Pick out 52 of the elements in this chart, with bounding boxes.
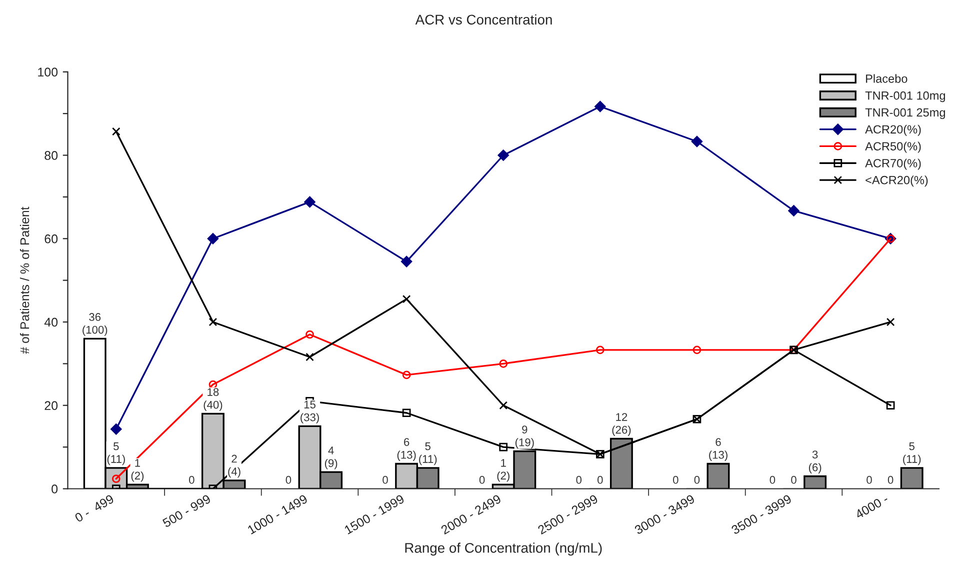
data-label: 0 (189, 476, 194, 484)
data-label: 5 (11) (903, 442, 921, 466)
data-label: 0 (770, 476, 776, 484)
x-tick-label: 3500 - 3999 (730, 494, 792, 535)
y-axis-title: # of Patients / % of Patient (20, 206, 30, 354)
x-tick-label: 2000 - 2499 (440, 494, 502, 535)
y-tick-label: 100 (38, 68, 58, 77)
x-tick-label: 4000 - (854, 494, 889, 520)
data-label: 5 (11) (107, 442, 125, 466)
x-tick-label: 3000 - 3499 (634, 494, 696, 535)
x-tick-label: 1000 - 1499 (247, 494, 308, 534)
data-label: 0 (286, 476, 292, 484)
data-label: 0 (479, 476, 485, 484)
x-tick-label: 500 - 999 (162, 494, 212, 528)
legend-label: ACR70(%) (865, 158, 921, 170)
data-label: 1 (2) (131, 459, 144, 482)
data-label: 4 (9) (324, 446, 338, 470)
data-label: 18 (40) (204, 388, 222, 411)
data-label: 1 (2) (497, 459, 510, 482)
y-tick-label: 60 (44, 234, 58, 244)
legend-label: ACR20(%) (865, 124, 921, 136)
data-label: 36 (100) (82, 313, 108, 336)
data-label: 0 (598, 476, 603, 484)
legend-label: <ACR20(%) (866, 176, 928, 187)
data-label: 5 (11) (419, 442, 437, 466)
legend-label: ACR50(%) (865, 142, 921, 153)
legend-label: Placebo (866, 74, 908, 83)
y-tick-label: 0 (52, 484, 58, 494)
data-label: 9 (19) (515, 426, 534, 448)
x-tick-label: 2500 - 2999 (537, 494, 598, 535)
data-label: 0 (576, 476, 582, 484)
data-label: 0 (791, 476, 796, 484)
y-tick-label: 80 (44, 151, 58, 160)
chart-title: ACR vs Concentration (415, 14, 552, 25)
data-label: 12 (26) (612, 413, 631, 436)
data-label: 2 (4) (228, 454, 240, 478)
x-tick-label: 1500 - 1999 (344, 494, 405, 534)
data-label: 0 (382, 476, 388, 484)
data-label: 0 (888, 476, 894, 484)
y-tick-label: 20 (44, 401, 58, 410)
data-label: 0 (694, 476, 700, 484)
data-label: 0 (673, 476, 678, 484)
data-label: 6 (13) (397, 438, 416, 461)
legend-label: TNR-001 10mg (865, 91, 946, 102)
data-label: 3 (6) (808, 450, 822, 474)
x-axis-title: Range of Concentration (ng/mL) (405, 542, 602, 556)
data-label: 15 (33) (300, 400, 319, 424)
data-label: 6 (13) (709, 438, 728, 461)
x-tick-label: 0 - 499 (74, 494, 114, 523)
legend-label: TNR-001 25mg (865, 108, 946, 119)
data-label: 0 (866, 476, 872, 484)
y-tick-label: 40 (44, 318, 58, 327)
